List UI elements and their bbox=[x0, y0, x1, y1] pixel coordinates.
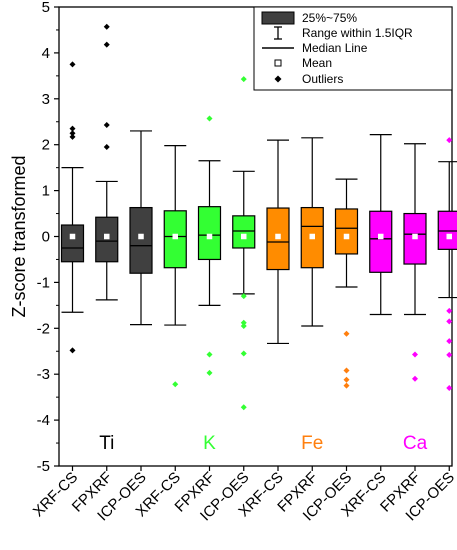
legend-label: Mean bbox=[302, 56, 332, 70]
outlier-point bbox=[412, 375, 418, 382]
mean-marker bbox=[104, 233, 110, 240]
legend-label: 25%~75% bbox=[302, 11, 357, 25]
y-tick-label: 5 bbox=[42, 0, 50, 16]
box-iqr bbox=[129, 206, 153, 274]
legend-symbol-mean bbox=[274, 59, 282, 67]
outlier-point bbox=[240, 350, 247, 357]
legend-symbol-box bbox=[261, 11, 295, 25]
mean-marker bbox=[275, 233, 281, 240]
y-tick-label: 3 bbox=[42, 91, 50, 108]
mean-marker bbox=[206, 233, 213, 240]
outlier-point bbox=[446, 137, 453, 144]
outlier-point bbox=[69, 347, 76, 354]
x-tick-label: XRF-CS bbox=[30, 469, 82, 521]
legend-label: Outliers bbox=[302, 72, 343, 86]
box-iqr bbox=[95, 216, 119, 263]
y-tick-label: -3 bbox=[37, 366, 50, 383]
outlier-point bbox=[103, 23, 110, 30]
box-iqr bbox=[334, 208, 359, 255]
mean-marker bbox=[412, 233, 418, 240]
y-tick-label: -5 bbox=[37, 458, 50, 475]
outlier-point bbox=[240, 323, 247, 330]
y-tick-label: -2 bbox=[37, 320, 50, 337]
outlier-point bbox=[240, 76, 247, 83]
mean-marker bbox=[138, 233, 144, 240]
outlier-point bbox=[343, 367, 350, 374]
y-tick-label: -4 bbox=[37, 412, 50, 429]
y-tick-label: 2 bbox=[42, 137, 50, 154]
mean-marker bbox=[69, 233, 76, 240]
group-label: K bbox=[203, 433, 216, 454]
outlier-point bbox=[446, 307, 453, 314]
outlier-point bbox=[172, 381, 179, 388]
box-iqr bbox=[232, 215, 256, 249]
outlier-point bbox=[412, 351, 418, 358]
mean-marker bbox=[343, 233, 350, 240]
outlier-point bbox=[240, 293, 247, 300]
mean-marker bbox=[446, 233, 452, 240]
box-iqr bbox=[60, 224, 85, 263]
box-iqr bbox=[369, 210, 393, 273]
outlier-point bbox=[103, 121, 110, 128]
outlier-point bbox=[69, 133, 76, 140]
outlier-point bbox=[206, 369, 213, 376]
outlier-point bbox=[69, 130, 76, 137]
outlier-point bbox=[103, 41, 110, 48]
outlier-point bbox=[69, 125, 76, 132]
outlier-point bbox=[240, 319, 247, 326]
legend-label: Range within 1.5IQR bbox=[302, 26, 413, 40]
outlier-point bbox=[206, 115, 213, 122]
y-tick-label: 4 bbox=[42, 45, 50, 62]
group-label: Fe bbox=[301, 433, 323, 454]
outlier-point bbox=[446, 384, 453, 391]
group-label: Ca bbox=[403, 433, 428, 454]
mean-marker bbox=[241, 233, 247, 240]
mean-marker bbox=[172, 233, 178, 240]
outlier-point bbox=[240, 404, 247, 411]
box-iqr bbox=[197, 206, 222, 261]
outlier-point bbox=[343, 382, 350, 389]
mean-marker bbox=[378, 233, 384, 240]
outlier-point bbox=[446, 318, 453, 325]
y-axis-title: Z-score transformed bbox=[9, 155, 29, 317]
box-iqr bbox=[163, 210, 187, 269]
outlier-point bbox=[343, 330, 350, 337]
y-tick-label: 1 bbox=[42, 183, 50, 200]
outlier-point bbox=[446, 338, 453, 345]
outlier-point bbox=[206, 351, 213, 358]
mean-marker bbox=[309, 233, 315, 240]
outlier-point bbox=[69, 61, 76, 68]
legend-label: Median Line bbox=[302, 41, 368, 55]
outlier-point bbox=[103, 143, 110, 150]
box-iqr bbox=[437, 210, 457, 250]
outlier-point bbox=[446, 351, 453, 358]
y-tick-label: 0 bbox=[42, 229, 50, 246]
y-tick-label: -1 bbox=[37, 274, 50, 291]
group-label: Ti bbox=[99, 433, 114, 454]
legend-symbol-outlier bbox=[274, 75, 282, 83]
outlier-point bbox=[343, 376, 350, 383]
